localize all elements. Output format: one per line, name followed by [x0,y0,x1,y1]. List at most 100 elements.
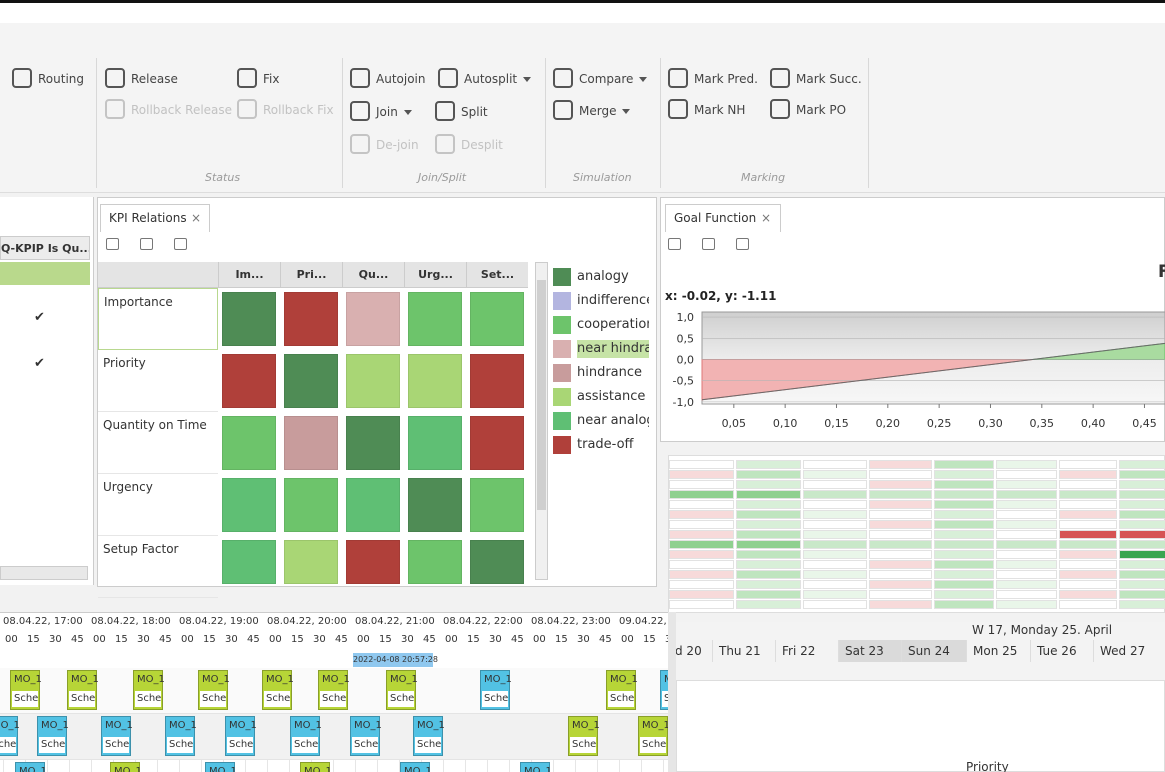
calendar-day[interactable]: Sun 24 [901,640,966,662]
calendar-day[interactable]: Thu 21 [712,640,775,662]
ribbon-icon[interactable] [553,100,573,120]
ribbon-button[interactable]: Join [376,103,412,121]
toolbar-icon[interactable] [668,238,681,250]
ribbon-icon[interactable] [438,68,458,88]
relation-cell[interactable] [346,416,400,470]
relation-cell[interactable] [222,416,276,470]
calendar-day[interactable]: Tue 26 [1030,640,1093,662]
calendar-day[interactable]: Fri 22 [775,640,838,662]
dropdown-arrow[interactable] [622,109,630,114]
ribbon-icon[interactable] [237,99,257,119]
dropdown-arrow[interactable] [523,77,531,82]
ribbon-button[interactable]: Merge [579,102,630,120]
relation-cell[interactable] [222,354,276,408]
ribbon-icon[interactable] [350,68,370,88]
relation-cell[interactable] [408,292,462,346]
ribbon-icon[interactable] [350,134,370,154]
ribbon-icon[interactable] [350,101,370,121]
ribbon-button[interactable]: Release [131,72,178,86]
relation-cell[interactable] [346,354,400,408]
relation-cell[interactable] [470,478,524,532]
tab[interactable]: Goal Function × [665,204,781,232]
toolbar-icon[interactable] [702,238,715,250]
ribbon-icon[interactable] [770,68,790,88]
ribbon-icon[interactable] [105,99,125,119]
relation-cell[interactable] [284,478,338,532]
ribbon-button[interactable]: Mark Succ. [796,72,862,86]
ribbon-button[interactable]: Desplit [461,138,503,152]
calendar-day[interactable]: Wed 27 [1093,640,1160,662]
ribbon-button[interactable]: Rollback Fix [263,103,334,117]
relation-cell[interactable] [470,540,524,584]
ribbon-button[interactable]: Autosplit [464,70,531,88]
relation-cell[interactable] [222,292,276,346]
ribbon-button[interactable]: De-join [376,138,419,152]
ribbon-button[interactable]: Autojoin [376,72,426,86]
relation-cell[interactable] [222,478,276,532]
ribbon-icon[interactable] [553,68,573,88]
ribbon-button[interactable]: Rollback Release [131,103,233,117]
toolbar-icon[interactable] [106,238,119,250]
toolbar-icon[interactable] [174,238,187,250]
ribbon-button[interactable]: Mark NH [694,103,746,117]
relation-cell[interactable] [408,478,462,532]
ribbon-button[interactable]: Fix [263,72,280,86]
relation-cell[interactable] [470,354,524,408]
ribbon-icon[interactable] [435,101,455,121]
relation-cell[interactable] [346,478,400,532]
ribbon-icon[interactable] [770,99,790,119]
ribbon-button[interactable]: Mark PO [796,103,847,117]
relation-cell[interactable] [222,540,276,584]
calendar-day[interactable]: Mon 25 [966,640,1030,662]
ribbon-button[interactable]: Routing [38,72,85,86]
ribbon-icon[interactable] [237,68,257,88]
ribbon-icon[interactable] [668,99,688,119]
ribbon-icon[interactable] [12,68,32,88]
ribbon-icon[interactable] [105,68,125,88]
tab[interactable]: KPI Relations × [100,204,210,232]
relation-cell[interactable] [284,540,338,584]
tab-close[interactable]: × [761,211,772,225]
ribbon-button[interactable]: Split [461,105,488,119]
relation-cell[interactable] [346,540,400,584]
toolbar-icon[interactable] [140,238,153,250]
ribbon-icon[interactable] [435,134,455,154]
relation-cell[interactable] [284,354,338,408]
ribbon-button[interactable]: Mark Pred. [694,72,758,86]
dropdown-arrow[interactable] [404,110,412,115]
relation-cell[interactable] [470,416,524,470]
relation-cell[interactable] [284,292,338,346]
calendar-day[interactable]: Sat 23 [838,640,901,662]
relation-cell[interactable] [408,354,462,408]
dropdown-arrow[interactable] [639,77,647,82]
ribbon-button[interactable]: Compare [579,70,647,88]
relation-cell[interactable] [408,540,462,584]
toolbar-icon[interactable] [736,238,749,250]
tab-close[interactable]: × [191,211,202,225]
relation-cell[interactable] [408,416,462,470]
relation-cell[interactable] [284,416,338,470]
